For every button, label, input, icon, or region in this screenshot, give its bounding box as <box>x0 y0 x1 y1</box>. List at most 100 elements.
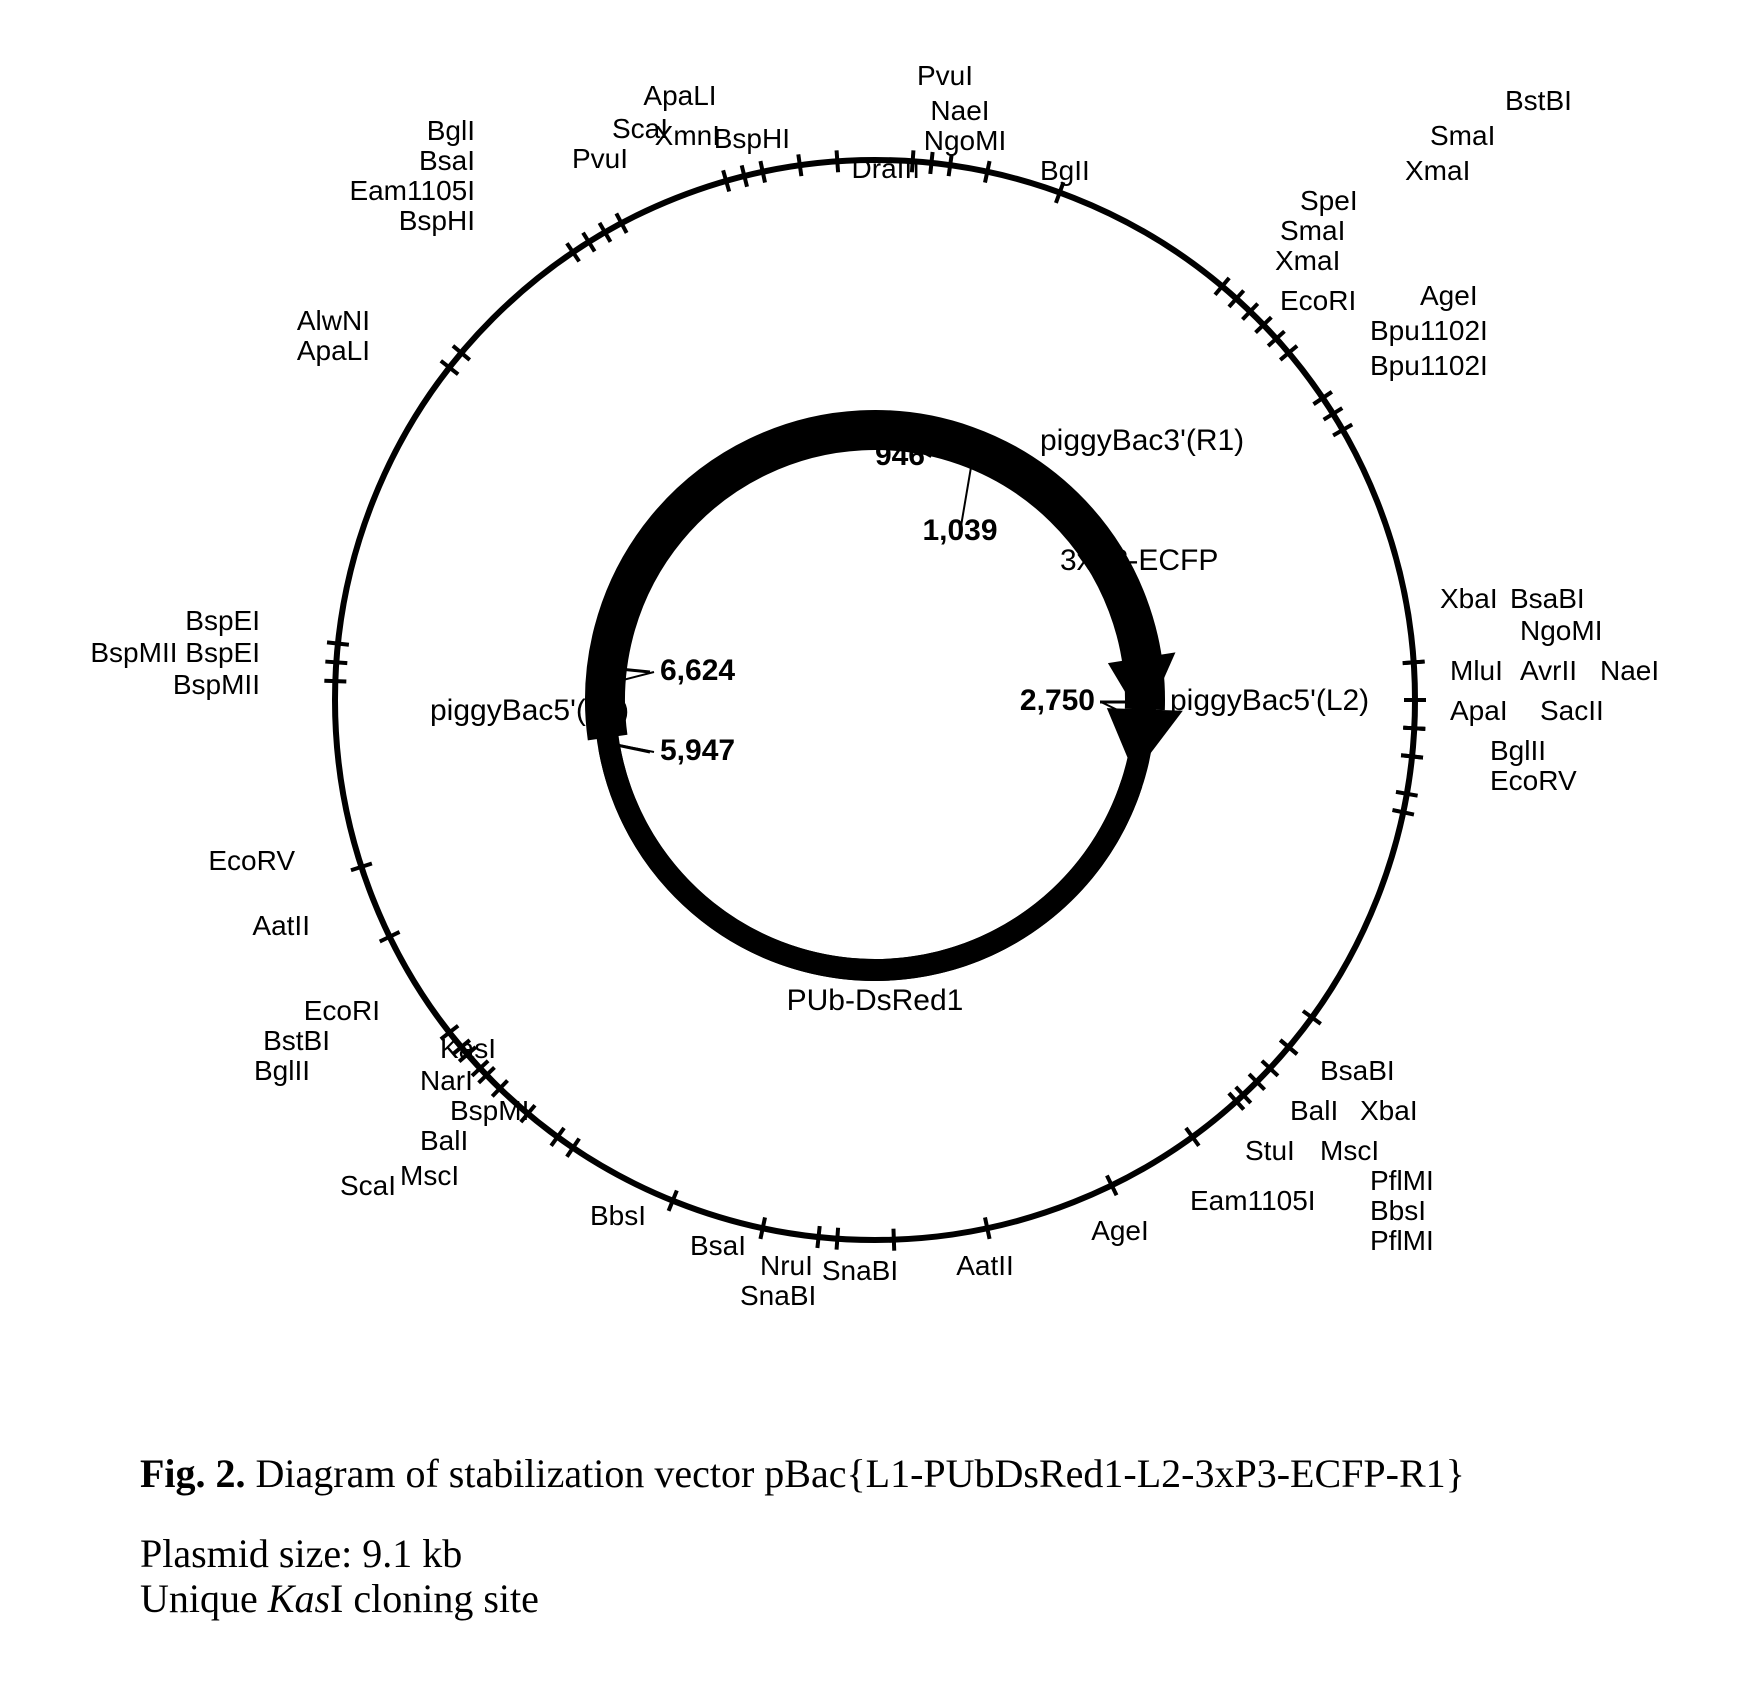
position-label: 6,624 <box>660 654 735 687</box>
enzyme-label: BspEI <box>185 605 260 636</box>
enzyme-label: SmaI <box>1430 120 1495 151</box>
restriction-site-tick <box>1392 810 1414 815</box>
enzyme-label: BstBI <box>263 1025 330 1056</box>
restriction-site-tick <box>985 161 990 183</box>
enzyme-label: NarI <box>420 1065 473 1096</box>
enzyme-label: BspMII BspEI <box>90 637 260 668</box>
restriction-site-tick <box>798 154 801 176</box>
position-label: 2,750 <box>1020 684 1095 717</box>
enzyme-label: XbaI <box>1360 1095 1418 1126</box>
enzyme-label: NaeI <box>930 95 989 126</box>
restriction-site-tick <box>760 1217 765 1239</box>
enzyme-label: BsaBI <box>1510 583 1585 614</box>
enzyme-label: SmaI <box>1280 215 1345 246</box>
enzyme-label: ApaLI <box>297 335 370 366</box>
feature-label: PUb-DsRed1 <box>787 984 964 1017</box>
enzyme-label: BglI <box>427 115 475 146</box>
enzyme-label: XmaI <box>1405 155 1470 186</box>
enzyme-label: NruI <box>760 1250 813 1281</box>
restriction-site-tick <box>837 150 839 172</box>
enzyme-label: Bpu1102I <box>1370 350 1488 381</box>
enzyme-label: Eam1105I <box>349 175 475 206</box>
enzyme-label: ScaI <box>340 1170 396 1201</box>
enzyme-label: StuI <box>1245 1135 1295 1166</box>
enzyme-label: BalI <box>1290 1095 1338 1126</box>
enzyme-label: AgeI <box>1420 280 1478 311</box>
enzyme-label: SnaBI <box>740 1280 816 1311</box>
enzyme-label: BsaBI <box>1320 1055 1395 1086</box>
enzyme-label: AlwNI <box>297 305 370 336</box>
restriction-site-tick <box>742 165 747 186</box>
enzyme-label: ApaI <box>1450 695 1508 726</box>
plasmid-size-line: Plasmid size: 9.1 kb <box>140 1530 462 1577</box>
enzyme-label: BspHI <box>399 205 475 236</box>
enzyme-label: ApaLI <box>643 80 716 111</box>
restriction-site-tick <box>817 1226 819 1248</box>
feature-label: piggyBac5'(L2) <box>1170 684 1369 717</box>
position-label: 946 <box>875 439 925 472</box>
enzyme-label: BspHI <box>714 123 790 154</box>
restriction-site-tick <box>1401 755 1423 757</box>
enzyme-label: BalI <box>420 1125 468 1156</box>
enzyme-label: PflMI <box>1370 1225 1434 1256</box>
enzyme-label: AgeI <box>1091 1215 1149 1246</box>
enzyme-label: BglII <box>254 1055 310 1086</box>
restriction-site-tick <box>325 662 347 664</box>
enzyme-label: BgII <box>1040 155 1090 186</box>
plasmid-svg: PvuINaeINgoMIDraIIIBgIIBspHIXmnIApaLISca… <box>0 0 1750 1683</box>
enzyme-label: PvuI <box>572 143 628 174</box>
enzyme-label: Eam1105I <box>1190 1185 1316 1216</box>
restriction-site-tick <box>837 1228 839 1250</box>
enzyme-label: AatII <box>956 1250 1014 1281</box>
enzyme-label: NgoMI <box>1520 615 1602 646</box>
enzyme-label: PvuI <box>917 60 973 91</box>
enzyme-label: BbsI <box>1370 1195 1426 1226</box>
enzyme-label: EcoRI <box>304 995 380 1026</box>
enzyme-label: NaeI <box>1600 655 1659 686</box>
caption-text: Diagram of stabilization vector pBac{L1-… <box>256 1451 1465 1496</box>
restriction-site-tick <box>324 681 346 682</box>
restriction-site-tick <box>327 642 349 644</box>
position-label: 5,947 <box>660 734 735 767</box>
feature-label: piggyBac5'(L1) <box>430 694 629 727</box>
enzyme-label: BspMI <box>450 1095 529 1126</box>
enzyme-label: SnaBI <box>822 1255 898 1286</box>
enzyme-label: EcoRV <box>208 845 295 876</box>
enzyme-label: SpeI <box>1300 185 1358 216</box>
feature-label: piggyBac3'(R1) <box>1040 424 1244 457</box>
enzyme-label: BglII <box>1490 735 1546 766</box>
caption-prefix: Fig. 2. <box>140 1451 246 1496</box>
restriction-site-tick <box>1396 792 1418 796</box>
figure-caption: Fig. 2. Diagram of stabilization vector … <box>140 1450 1465 1497</box>
enzyme-label: AatII <box>252 910 310 941</box>
restriction-site-tick <box>760 161 765 183</box>
position-label: 1,039 <box>922 514 997 547</box>
enzyme-label: EcoRV <box>1490 765 1577 796</box>
enzyme-label: XmaI <box>1275 245 1340 276</box>
enzyme-label: MluI <box>1450 655 1503 686</box>
enzyme-label: MscI <box>400 1160 459 1191</box>
restriction-site-tick <box>893 1229 894 1251</box>
enzyme-label: AvrII <box>1520 655 1577 686</box>
enzyme-label: BspMII <box>173 669 260 700</box>
enzyme-label: BsaI <box>419 145 475 176</box>
enzyme-label: EcoRI <box>1280 285 1356 316</box>
enzyme-label: XbaI <box>1440 583 1498 614</box>
enzyme-label: PflMI <box>1370 1165 1434 1196</box>
enzyme-label: SacII <box>1540 695 1604 726</box>
restriction-site-tick <box>1403 662 1425 664</box>
enzyme-label: MscI <box>1320 1135 1379 1166</box>
enzyme-label: BbsI <box>590 1200 646 1231</box>
enzyme-label: BstBI <box>1505 85 1572 116</box>
enzyme-label: DraIII <box>852 153 920 184</box>
enzyme-label: BsaI <box>690 1230 746 1261</box>
restriction-site-tick <box>1403 728 1425 729</box>
enzyme-label: NgoMI <box>924 125 1006 156</box>
enzyme-label: KasI <box>440 1033 496 1064</box>
enzyme-label: Bpu1102I <box>1370 315 1488 346</box>
unique-site-line: Unique KasI cloning site <box>140 1575 539 1622</box>
restriction-site-tick <box>949 154 952 176</box>
enzyme-label: ScaI <box>612 113 668 144</box>
plasmid-map-figure: { "figure": { "caption_prefix": "Fig. 2.… <box>0 0 1750 1683</box>
restriction-site-tick <box>985 1217 990 1239</box>
